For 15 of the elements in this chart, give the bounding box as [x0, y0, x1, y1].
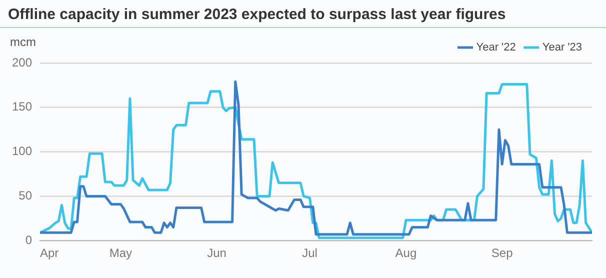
y-tick-label: 0	[25, 232, 32, 247]
x-tick-label: Jul	[302, 246, 318, 260]
y-axis-title: mcm	[10, 35, 36, 49]
legend-label: Year '22	[476, 42, 516, 54]
chart-title: Offline capacity in summer 2023 expected to surpass last year figures	[8, 6, 506, 23]
x-tick-label: May	[109, 246, 132, 260]
y-tick-label: 100	[12, 144, 32, 158]
legend-label: Year '23	[542, 42, 582, 54]
y-tick-label: 50	[18, 188, 32, 203]
x-tick-label: Aug	[395, 246, 417, 260]
y-tick-label: 200	[12, 55, 32, 70]
x-tick-label: Apr	[40, 246, 59, 260]
x-tick-label: Sep	[491, 246, 514, 260]
y-tick-label: 150	[12, 100, 32, 114]
x-tick-label: Jun	[207, 246, 226, 260]
